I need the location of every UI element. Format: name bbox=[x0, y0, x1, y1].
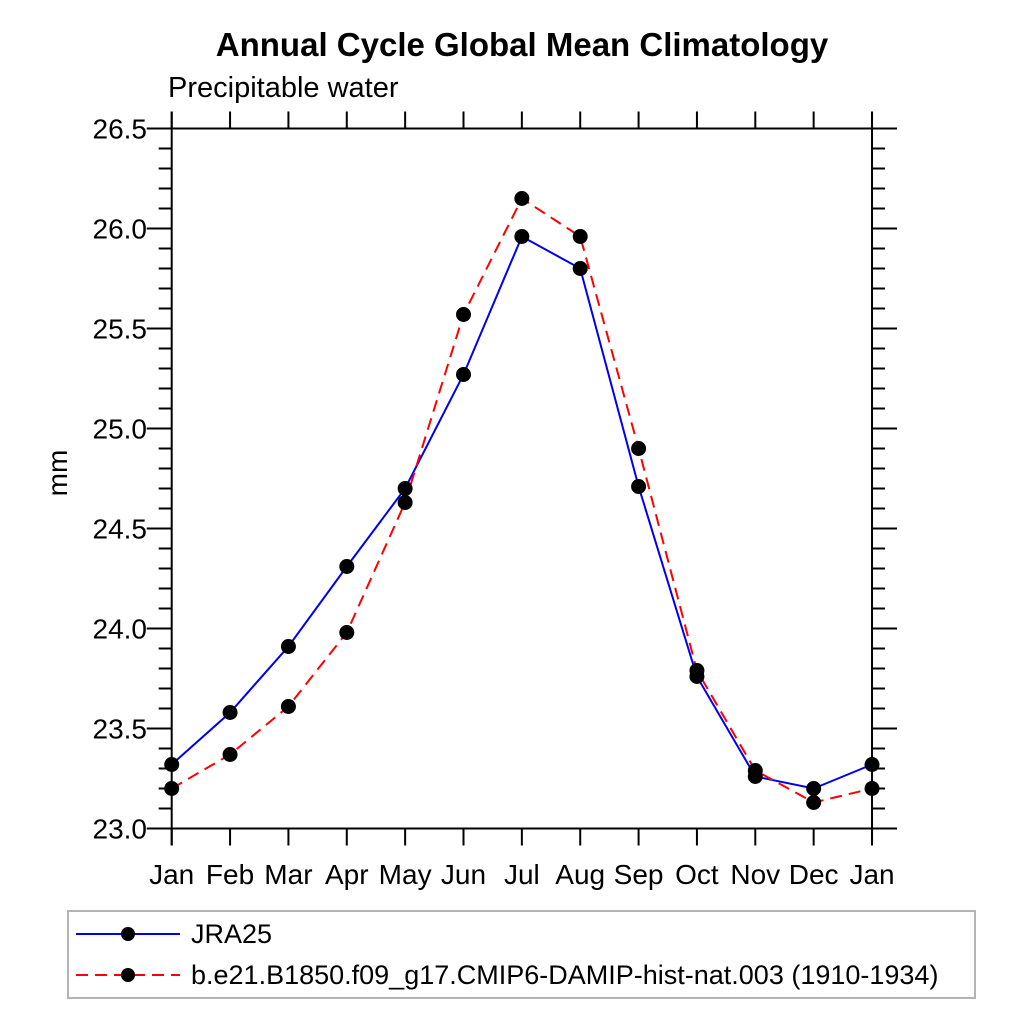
data-point bbox=[456, 367, 471, 382]
data-point bbox=[164, 781, 180, 796]
data-point bbox=[631, 441, 647, 456]
data-point bbox=[397, 481, 413, 496]
y-tick-label: 26.0 bbox=[93, 214, 148, 245]
y-tick-label: 24.0 bbox=[93, 614, 148, 645]
x-tick-label: Oct bbox=[675, 859, 719, 890]
legend-item-jra25: JRA25 bbox=[69, 914, 974, 955]
x-tick-label: Sep bbox=[614, 859, 664, 890]
x-tick-label: Aug bbox=[555, 859, 605, 890]
chart-title: Annual Cycle Global Mean Climatology bbox=[215, 26, 829, 63]
data-point bbox=[280, 639, 296, 654]
y-tick-label: 26.5 bbox=[93, 114, 148, 145]
data-point bbox=[747, 763, 763, 778]
x-tick-label: Mar bbox=[264, 859, 312, 890]
x-tick-label: May bbox=[379, 859, 432, 890]
data-point bbox=[806, 781, 822, 796]
legend-label-jra25: JRA25 bbox=[191, 918, 273, 949]
x-tick-label: Jan bbox=[149, 859, 194, 890]
data-point bbox=[280, 699, 296, 714]
legend-marker-icon bbox=[121, 927, 135, 941]
x-tick-label: Apr bbox=[325, 859, 369, 890]
data-point bbox=[514, 191, 530, 206]
legend-line-sample-solid bbox=[76, 927, 180, 941]
series-line-1 bbox=[171, 197, 873, 804]
data-point bbox=[456, 307, 471, 322]
legend: JRA25 b.e21.B1850.f09_g17.CMIP6-DAMIP-hi… bbox=[67, 910, 976, 999]
data-point bbox=[689, 663, 705, 678]
data-point bbox=[864, 757, 880, 772]
x-tick-label: Feb bbox=[206, 859, 254, 890]
legend-marker-icon bbox=[121, 968, 135, 982]
y-tick-label: 24.5 bbox=[93, 514, 148, 545]
data-point bbox=[397, 495, 413, 510]
x-tick-label: Dec bbox=[789, 859, 839, 890]
series-line-0 bbox=[171, 235, 873, 790]
data-point bbox=[339, 625, 355, 640]
x-tick-label: Jul bbox=[504, 859, 540, 890]
x-tick-label: Jun bbox=[441, 859, 486, 890]
x-tick-label: Nov bbox=[730, 859, 780, 890]
data-point bbox=[514, 229, 530, 244]
data-point bbox=[572, 229, 588, 244]
y-tick-label: 25.5 bbox=[93, 314, 148, 345]
y-tick-label: 23.0 bbox=[93, 814, 148, 845]
x-tick-label: Jan bbox=[849, 859, 894, 890]
data-point bbox=[164, 757, 180, 772]
legend-line-sample-dashed bbox=[76, 968, 180, 982]
data-point bbox=[572, 261, 588, 276]
data-point bbox=[806, 795, 822, 810]
chart-subtitle: Precipitable water bbox=[168, 72, 399, 104]
legend-label-model: b.e21.B1850.f09_g17.CMIP6-DAMIP-hist-nat… bbox=[191, 959, 939, 990]
legend-item-model: b.e21.B1850.f09_g17.CMIP6-DAMIP-hist-nat… bbox=[69, 955, 974, 996]
data-point bbox=[222, 705, 238, 720]
data-point bbox=[631, 479, 647, 494]
data-point bbox=[339, 559, 355, 574]
data-point bbox=[864, 781, 880, 796]
y-tick-label: 23.5 bbox=[93, 714, 148, 745]
y-tick-label: 25.0 bbox=[93, 414, 148, 445]
data-point bbox=[222, 747, 238, 762]
